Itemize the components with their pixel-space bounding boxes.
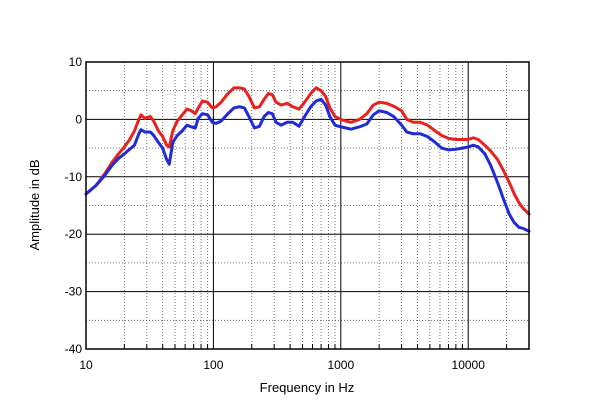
x-tick-label: 10000 <box>452 358 486 372</box>
y-tick-label: -10 <box>65 170 83 184</box>
axis-ticks <box>123 344 508 349</box>
x-tick-labels: 10 100 1000 10000 <box>79 358 485 372</box>
y-tick-labels: 10 0 -10 -20 -30 -40 <box>65 55 83 356</box>
series-line-blue <box>84 97 531 233</box>
plot-frame <box>85 61 530 350</box>
x-tick-label: 1000 <box>327 358 354 372</box>
x-axis-title: Frequency in Hz <box>260 380 355 395</box>
series-line-red <box>84 86 531 216</box>
y-tick-label: -40 <box>65 342 83 356</box>
x-tick-label: 10 <box>79 358 93 372</box>
series-layer <box>84 86 531 233</box>
y-axis-title: Amplitude in dB <box>27 159 42 250</box>
y-tick-label: -20 <box>65 227 83 241</box>
major-grid <box>86 62 529 349</box>
y-tick-label: 10 <box>69 55 83 69</box>
y-tick-label: -30 <box>65 285 83 299</box>
x-tick-label: 100 <box>203 358 223 372</box>
y-tick-label: 0 <box>75 112 82 126</box>
